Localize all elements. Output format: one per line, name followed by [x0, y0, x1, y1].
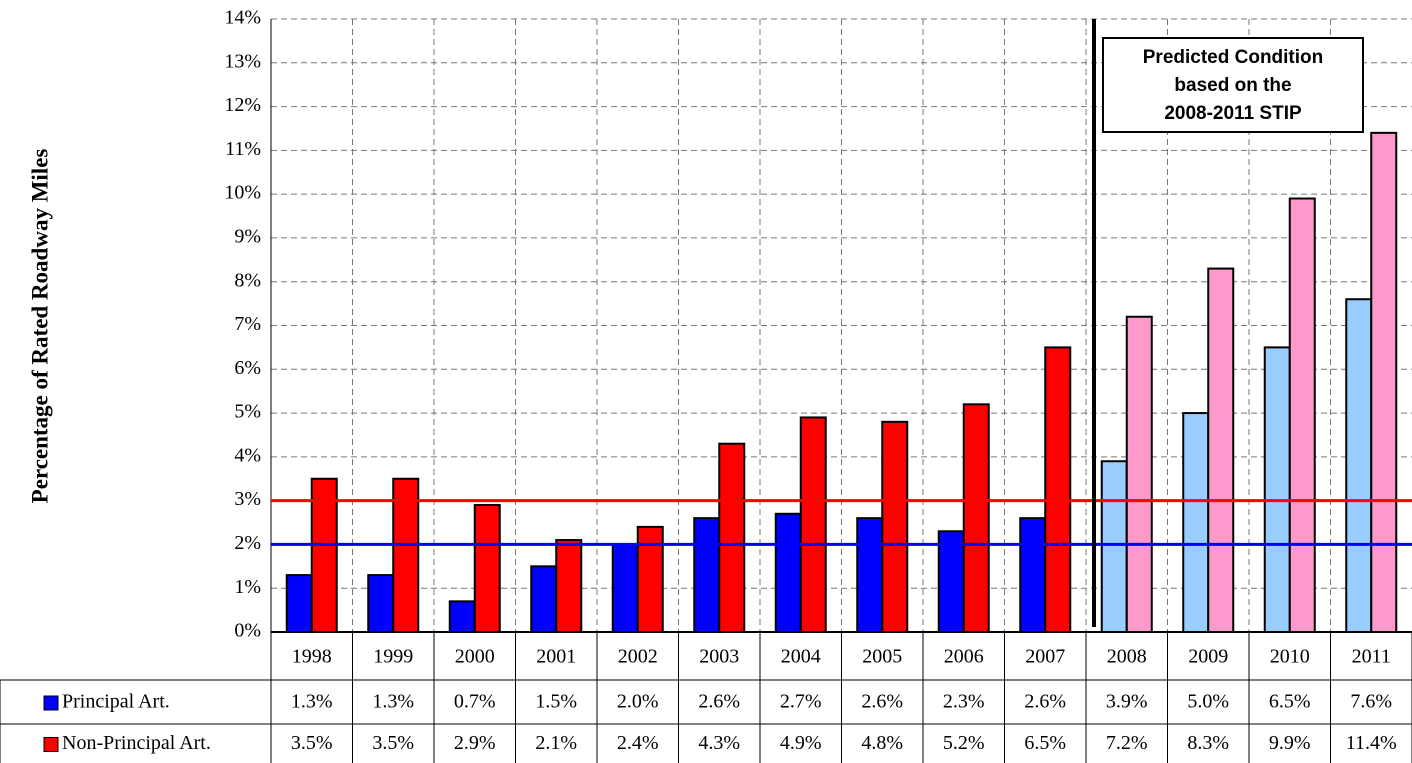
- table-value: 6.5%: [1269, 691, 1311, 713]
- table-value: 11.4%: [1346, 732, 1397, 754]
- y-tick-label: 5%: [234, 401, 261, 423]
- table-value: 7.2%: [1106, 732, 1148, 754]
- bar: [1019, 517, 1047, 634]
- bar: [1044, 346, 1072, 633]
- table-value: 5.0%: [1187, 691, 1229, 713]
- bar: [367, 574, 395, 633]
- bar: [1370, 131, 1398, 633]
- legend-label: Non-Principal Art.: [62, 732, 211, 754]
- table-value: 2.1%: [535, 732, 577, 754]
- y-tick-label: 11%: [225, 138, 261, 160]
- x-tick-label: 2007: [1025, 646, 1065, 668]
- y-tick-label: 13%: [224, 50, 261, 72]
- bar: [636, 525, 664, 634]
- table-value: 5.2%: [943, 732, 985, 754]
- annotation-text: 2008-2011 STIP: [1164, 103, 1302, 124]
- y-tick-label: 7%: [234, 313, 261, 335]
- bar: [1263, 346, 1291, 633]
- table-value: 4.8%: [861, 732, 903, 754]
- table-value: 9.9%: [1269, 732, 1311, 754]
- table-value: 2.6%: [698, 691, 740, 713]
- x-tick-label: 2008: [1107, 646, 1147, 668]
- x-tick-label: 2003: [699, 646, 739, 668]
- y-tick-label: 4%: [234, 444, 261, 466]
- table-value: 1.5%: [535, 691, 577, 713]
- y-axis-label: Percentage of Rated Roadway Miles: [27, 149, 52, 504]
- x-tick-label: 2010: [1270, 646, 1310, 668]
- table-value: 1.3%: [372, 691, 414, 713]
- bar: [1100, 460, 1128, 633]
- x-tick-label: 1998: [292, 646, 332, 668]
- x-tick-label: 1999: [373, 646, 413, 668]
- bar: [856, 517, 884, 634]
- table-value: 4.9%: [780, 732, 822, 754]
- table-value: 6.5%: [1024, 732, 1066, 754]
- table-value: 1.3%: [291, 691, 333, 713]
- bar: [611, 543, 639, 634]
- y-tick-label: 0%: [234, 620, 261, 642]
- x-tick-label: 2000: [455, 646, 495, 668]
- table-value: 2.9%: [454, 732, 496, 754]
- bar: [1207, 267, 1235, 633]
- table-value: 3.5%: [372, 732, 414, 754]
- bar: [693, 517, 721, 634]
- bar: [1125, 315, 1153, 633]
- y-tick-label: 3%: [234, 488, 261, 510]
- table-value: 2.4%: [617, 732, 659, 754]
- table-value: 8.3%: [1187, 732, 1229, 754]
- x-tick-label: 2001: [536, 646, 576, 668]
- legend-label: Principal Art.: [62, 691, 170, 713]
- bar: [962, 403, 990, 634]
- y-tick-label: 9%: [234, 226, 261, 248]
- y-tick-label: 10%: [224, 182, 261, 204]
- annotation-text: based on the: [1174, 75, 1291, 96]
- bar: [392, 477, 420, 633]
- y-tick-label: 1%: [234, 576, 261, 598]
- x-tick-label: 2004: [781, 646, 821, 668]
- y-tick-label: 12%: [224, 94, 261, 116]
- x-tick-label: 2002: [618, 646, 658, 668]
- x-tick-label: 2009: [1188, 646, 1228, 668]
- bar: [1288, 197, 1316, 633]
- x-tick-label: 2011: [1352, 646, 1391, 668]
- bar: [1182, 412, 1210, 634]
- bar: [799, 416, 827, 634]
- bar: [555, 539, 583, 633]
- y-tick-label: 14%: [224, 7, 261, 29]
- x-tick-label: 2005: [862, 646, 902, 668]
- legend-swatch: [43, 737, 59, 752]
- table-value: 2.6%: [1024, 691, 1066, 713]
- table-value: 0.7%: [454, 691, 496, 713]
- legend-swatch: [43, 695, 59, 711]
- bar: [774, 512, 802, 633]
- y-tick-label: 8%: [234, 269, 261, 291]
- table-value: 2.3%: [943, 691, 985, 713]
- annotation-text: Predicted Condition: [1143, 47, 1324, 68]
- bar: [937, 530, 965, 633]
- bar: [473, 504, 501, 633]
- table-value: 4.3%: [698, 732, 740, 754]
- table-value: 3.5%: [291, 732, 333, 754]
- x-tick-label: 2006: [944, 646, 984, 668]
- table-value: 2.7%: [780, 691, 822, 713]
- bar: [881, 420, 909, 634]
- table-value: 2.0%: [617, 691, 659, 713]
- bar: [1345, 298, 1373, 633]
- table-value: 3.9%: [1106, 691, 1148, 713]
- table-value: 2.6%: [861, 691, 903, 713]
- bar: [285, 574, 313, 633]
- y-tick-label: 6%: [234, 357, 261, 379]
- annotation-box: [1102, 37, 1364, 133]
- bar: [530, 565, 558, 633]
- y-tick-label: 2%: [234, 532, 261, 554]
- bar: [718, 442, 746, 633]
- bar: [448, 600, 476, 633]
- table-value: 7.6%: [1350, 691, 1392, 713]
